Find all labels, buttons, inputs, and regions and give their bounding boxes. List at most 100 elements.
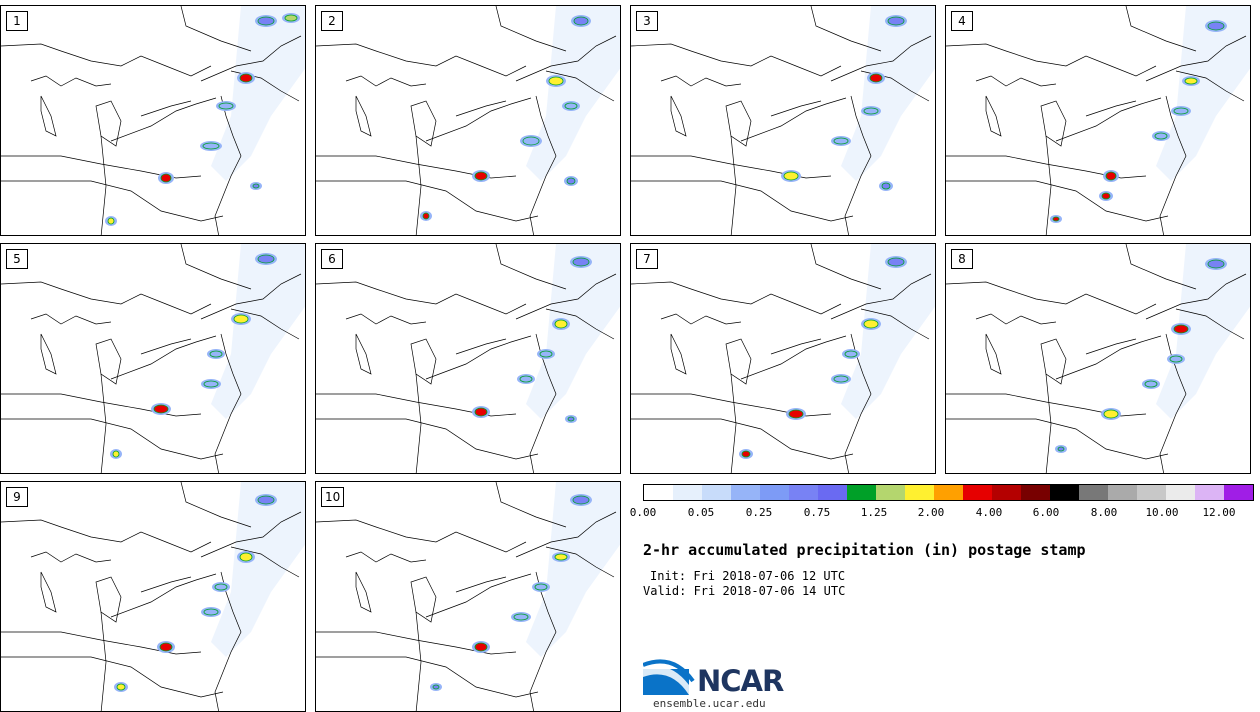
map-panel-4: 4 bbox=[945, 5, 1251, 236]
precip-cell-core bbox=[1207, 21, 1225, 31]
panel-number: 6 bbox=[321, 249, 343, 269]
colorbar-segment bbox=[963, 485, 992, 500]
boundary-line bbox=[830, 273, 932, 320]
precip-cell-core bbox=[214, 583, 228, 591]
colorbar-segment bbox=[905, 485, 934, 500]
precip-cell-core bbox=[153, 404, 169, 414]
colorbar-segment bbox=[1195, 485, 1224, 500]
precip-cell-core bbox=[1101, 192, 1111, 200]
boundary-line bbox=[200, 35, 302, 82]
boundary-line bbox=[740, 97, 847, 142]
map-panel-2: 2 bbox=[315, 5, 621, 236]
boundary-line bbox=[345, 551, 427, 563]
precip-cell-core bbox=[572, 257, 590, 267]
boundary-line bbox=[40, 333, 57, 375]
precip-cell-core bbox=[1103, 409, 1119, 419]
boundary-line bbox=[730, 373, 737, 473]
precip-cell-core bbox=[474, 171, 488, 181]
precip-cell-core bbox=[554, 553, 568, 561]
precip-cell-core bbox=[1184, 77, 1198, 85]
boundary-line bbox=[214, 571, 242, 711]
panel-number: 3 bbox=[636, 11, 658, 31]
boundary-line bbox=[810, 6, 882, 52]
colorbar-segment bbox=[818, 485, 847, 500]
boundary-line bbox=[316, 656, 539, 698]
boundary-line bbox=[180, 244, 252, 290]
colorbar-tick-label: 0.00 bbox=[629, 506, 657, 519]
boundary-line bbox=[110, 97, 217, 142]
map-panel-9: 9 bbox=[0, 481, 306, 712]
boundary-line bbox=[670, 95, 687, 137]
precip-cell-core bbox=[116, 683, 126, 691]
precip-cell-core bbox=[1057, 446, 1065, 452]
colorbar-segment bbox=[702, 485, 731, 500]
precip-cell-core bbox=[863, 319, 879, 329]
boundary-line bbox=[410, 100, 437, 147]
boundary-line bbox=[631, 155, 832, 179]
boundary-line bbox=[985, 95, 1002, 137]
precip-cell-core bbox=[833, 137, 849, 145]
boundary-line bbox=[1, 281, 212, 315]
boundary-line bbox=[1159, 95, 1187, 235]
map-panel-8: 8 bbox=[945, 243, 1251, 474]
boundary-line bbox=[40, 95, 57, 137]
boundary-line bbox=[415, 611, 422, 711]
boundary-line bbox=[316, 418, 539, 460]
boundary-line bbox=[355, 95, 372, 137]
boundary-line bbox=[355, 333, 372, 375]
precip-cell-core bbox=[833, 375, 849, 383]
basemap bbox=[316, 482, 620, 711]
boundary-line bbox=[830, 35, 932, 82]
colorbar-segment bbox=[1137, 485, 1166, 500]
boundary-line bbox=[1, 43, 212, 77]
boundary-line bbox=[100, 135, 107, 235]
basemap bbox=[631, 244, 935, 473]
boundary-line bbox=[1125, 6, 1197, 52]
boundary-line bbox=[985, 333, 1002, 375]
precip-cell-core bbox=[1173, 324, 1189, 334]
valid-time: Valid: Fri 2018-07-06 14 UTC bbox=[643, 584, 846, 598]
colorbar-tick-label: 1.25 bbox=[860, 506, 888, 519]
panel-number: 8 bbox=[951, 249, 973, 269]
boundary-line bbox=[631, 418, 854, 460]
colorbar-segment bbox=[644, 485, 673, 500]
precip-cell-core bbox=[160, 173, 172, 183]
precip-cell-core bbox=[567, 416, 575, 422]
boundary-line bbox=[1040, 338, 1067, 385]
boundary-line bbox=[316, 393, 517, 417]
boundary-line bbox=[1125, 244, 1197, 290]
precip-cell-core bbox=[107, 217, 115, 225]
boundary-line bbox=[946, 180, 1169, 222]
boundary-line bbox=[1, 393, 202, 417]
map-panel-5: 5 bbox=[0, 243, 306, 474]
boundary-line bbox=[316, 519, 527, 553]
colorbar-segment bbox=[789, 485, 818, 500]
init-time: Init: Fri 2018-07-06 12 UTC bbox=[650, 569, 846, 583]
boundary-line bbox=[425, 335, 532, 380]
boundary-line bbox=[415, 373, 422, 473]
boundary-line bbox=[545, 308, 615, 340]
light-precip-area bbox=[1156, 6, 1250, 181]
boundary-line bbox=[316, 43, 527, 77]
precip-cell-core bbox=[887, 257, 905, 267]
boundary-line bbox=[95, 576, 122, 623]
basemap bbox=[946, 244, 1250, 473]
boundary-line bbox=[1, 155, 202, 179]
boundary-line bbox=[110, 335, 217, 380]
colorbar-tick-label: 0.05 bbox=[687, 506, 715, 519]
boundary-line bbox=[740, 335, 847, 380]
basemap bbox=[1, 6, 305, 235]
precip-cell-core bbox=[539, 350, 553, 358]
precip-cell-core bbox=[252, 183, 260, 189]
precip-cell-core bbox=[239, 73, 253, 83]
colorbar-segment bbox=[1108, 485, 1137, 500]
precip-cell-core bbox=[1154, 132, 1168, 140]
boundary-line bbox=[1145, 273, 1247, 320]
boundary-line bbox=[95, 338, 122, 385]
ncar-logo-text: NCAR bbox=[697, 664, 784, 698]
boundary-line bbox=[30, 313, 112, 325]
precip-cell-core bbox=[548, 76, 564, 86]
boundary-line bbox=[495, 244, 567, 290]
boundary-line bbox=[180, 6, 252, 52]
light-precip-area bbox=[526, 482, 620, 657]
